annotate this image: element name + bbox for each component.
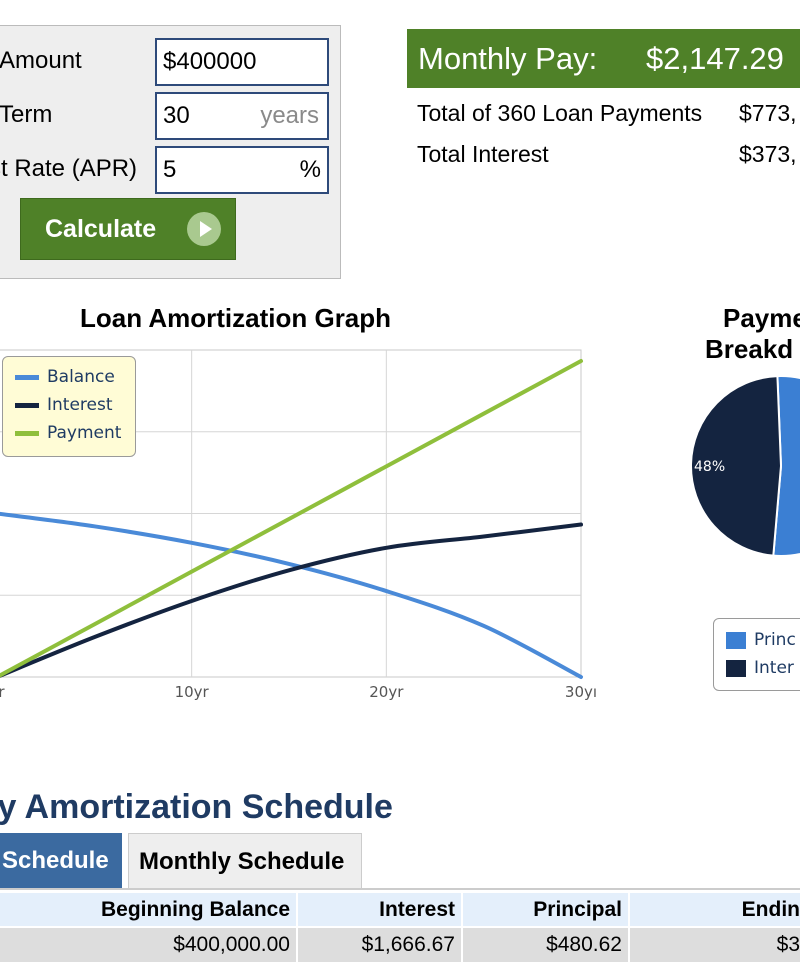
series-line-payment xyxy=(0,359,583,678)
col-header-principal: Principal xyxy=(463,893,628,926)
graph-title: Loan Amortization Graph xyxy=(80,303,392,333)
interest-rate-label: st Rate (APR) xyxy=(0,155,138,182)
pie-title: Payme Breakd xyxy=(705,303,800,365)
term-input-value: 30 xyxy=(163,102,190,129)
x-tick-label: yr xyxy=(0,683,5,701)
total-interest-value: $373, xyxy=(739,141,797,167)
pie-legend-item-principal[interactable]: Princ xyxy=(726,630,796,650)
monthly-payment-banner: Monthly Pay: $2,147.29 xyxy=(407,29,800,88)
graph-legend: Balance Interest Payment xyxy=(2,356,136,457)
percent-unit: % xyxy=(299,156,321,183)
amount-label: Amount xyxy=(0,47,82,74)
principal-swatch xyxy=(726,631,746,649)
col-header-interest: Interest xyxy=(298,893,461,926)
payment-breakdown-pie: 48% xyxy=(690,375,800,557)
pie-legend-label-principal: Princ xyxy=(754,630,796,650)
legend-label-interest: Interest xyxy=(47,395,113,415)
pie-legend: Princ Inter xyxy=(713,618,800,691)
total-payments-label: Total of 360 Loan Payments xyxy=(417,100,703,126)
total-payments-value: $773, xyxy=(739,100,797,126)
amount-input[interactable]: $400000 xyxy=(155,38,329,86)
calculate-button-label: Calculate xyxy=(45,215,157,243)
tab-annual-schedule[interactable]: Schedule xyxy=(0,833,122,889)
schedule-title: ly Amortization Schedule xyxy=(0,788,393,826)
x-tick-label: 20yr xyxy=(369,683,404,701)
table-cell: $1,666.67 xyxy=(298,928,461,962)
legend-item-balance[interactable]: Balance xyxy=(15,367,115,389)
col-header-ending-balance: Endin xyxy=(630,893,800,926)
amount-input-value: $400000 xyxy=(163,48,257,75)
term-label: Term xyxy=(0,101,53,128)
tab-monthly-schedule[interactable]: Monthly Schedule xyxy=(128,833,362,889)
interest-swatch xyxy=(726,659,746,677)
table-cell: $3 xyxy=(630,928,800,962)
interest-swatch xyxy=(15,402,39,408)
tab-divider xyxy=(0,888,800,890)
total-interest-label: Total Interest xyxy=(417,141,549,167)
monthly-payment-label: Monthly Pay: xyxy=(418,41,598,76)
play-arrow-icon xyxy=(187,212,221,246)
legend-item-interest[interactable]: Interest xyxy=(15,395,113,417)
series-line-interest xyxy=(0,522,583,678)
series-line-balance xyxy=(0,511,583,679)
legend-item-payment[interactable]: Payment xyxy=(15,423,121,445)
x-tick-label: 10yr xyxy=(175,683,210,701)
monthly-payment-value: $2,147.29 xyxy=(646,41,784,76)
pie-title-line2: Breakd xyxy=(705,334,794,364)
interest-rate-input-value: 5 xyxy=(163,156,177,183)
term-unit: years xyxy=(260,102,319,129)
pie-slice-label: 48% xyxy=(694,459,725,475)
x-tick-label: 30yı xyxy=(565,683,597,701)
table-cell: $400,000.00 xyxy=(0,928,296,962)
table-cell: $480.62 xyxy=(463,928,628,962)
term-input[interactable]: 30 years xyxy=(155,92,329,140)
pie-legend-label-interest: Inter xyxy=(754,658,794,678)
calculate-button[interactable]: Calculate xyxy=(20,198,236,260)
pie-legend-item-interest[interactable]: Inter xyxy=(726,658,794,678)
payment-swatch xyxy=(15,430,39,436)
pie-title-line1: Payme xyxy=(723,303,800,333)
interest-rate-input[interactable]: 5 % xyxy=(155,146,329,194)
balance-swatch xyxy=(15,374,39,380)
pie-slice-inter xyxy=(690,375,783,557)
legend-label-payment: Payment xyxy=(47,423,122,443)
col-header-beginning-balance: Beginning Balance xyxy=(0,893,296,926)
legend-label-balance: Balance xyxy=(47,367,115,387)
